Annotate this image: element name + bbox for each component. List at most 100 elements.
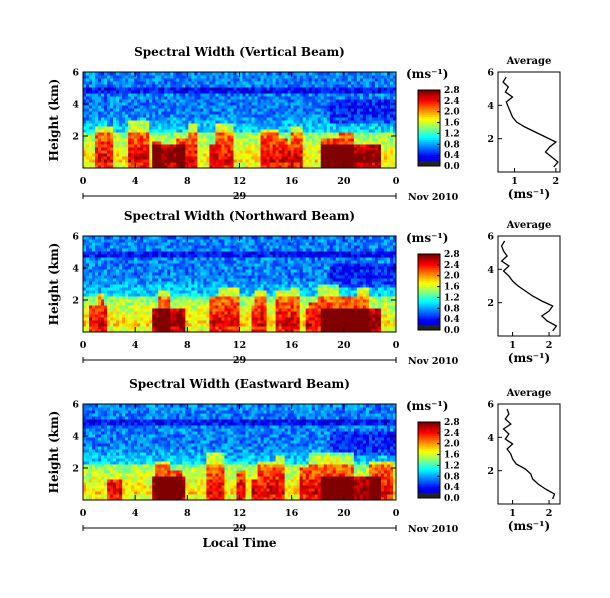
heatmap-cell <box>221 165 225 168</box>
heatmap-cell <box>269 78 274 82</box>
heatmap-cell <box>296 135 301 139</box>
heatmap-cell <box>92 323 96 327</box>
heatmap-cell <box>119 269 123 273</box>
heatmap-cell <box>185 305 189 309</box>
heatmap-cell <box>107 257 111 261</box>
heatmap-cell <box>218 236 222 240</box>
heatmap-cell <box>113 111 117 115</box>
heatmap-cell <box>230 78 234 82</box>
heatmap-cell <box>125 72 129 76</box>
colorbar-swatch <box>418 116 440 119</box>
heatmap-cell <box>347 165 352 168</box>
heatmap-cell <box>353 156 358 160</box>
heatmap-cell <box>86 323 90 327</box>
heatmap-cell <box>173 242 177 246</box>
heatmap-cell <box>287 81 292 85</box>
heatmap-cell <box>125 141 129 145</box>
heatmap-cell <box>152 99 156 103</box>
heatmap-cell <box>335 96 340 100</box>
heatmap-cell <box>110 236 114 240</box>
heatmap-cell <box>296 75 301 79</box>
heatmap-cell <box>353 138 358 142</box>
colorbar-swatch <box>418 137 440 140</box>
heatmap-cell <box>173 90 177 94</box>
heatmap-cell <box>332 159 337 163</box>
heatmap-cell <box>122 84 126 88</box>
heatmap-cell <box>212 120 216 124</box>
heatmap-cell <box>146 132 150 136</box>
heatmap-cell <box>212 329 216 332</box>
heatmap-cell <box>212 84 216 88</box>
heatmap-cell <box>224 156 228 160</box>
heatmap-cell <box>257 144 262 148</box>
heatmap-cell <box>89 96 93 100</box>
heatmap-cell <box>221 278 225 282</box>
heatmap-cell <box>125 236 129 240</box>
heatmap-cell <box>338 135 343 139</box>
heatmap-cell <box>140 269 144 273</box>
heatmap-cell <box>200 126 204 130</box>
heatmap-cell <box>113 266 117 270</box>
heatmap-cell <box>89 162 93 166</box>
heatmap-cell <box>182 257 186 261</box>
heatmap-cell <box>359 93 364 97</box>
heatmap-cell <box>170 278 174 282</box>
heatmap-cell <box>335 99 340 103</box>
heatmap-cell <box>158 129 162 133</box>
heatmap-cell <box>200 72 204 76</box>
heatmap-cell <box>353 159 358 163</box>
heatmap-cell <box>155 108 159 112</box>
heatmap-cell <box>173 72 177 76</box>
heatmap-cell <box>272 81 277 85</box>
heatmap-cell <box>110 78 114 82</box>
heatmap-cell <box>113 84 117 88</box>
heatmap-cell <box>377 162 382 166</box>
heatmap-cell <box>221 251 225 255</box>
heatmap-cell <box>293 114 298 118</box>
heatmap-cell <box>197 129 201 133</box>
heatmap-cell <box>266 144 271 148</box>
heatmap-cell <box>98 144 102 148</box>
heatmap-cell <box>164 147 168 151</box>
heatmap-cell <box>128 120 132 124</box>
heatmap-cell <box>212 72 216 76</box>
heatmap-cell <box>146 290 150 294</box>
heatmap-cell <box>278 96 283 100</box>
heatmap-cell <box>128 123 132 127</box>
heatmap-cell <box>296 129 301 133</box>
heatmap-cell <box>185 147 189 151</box>
heatmap-cell <box>95 299 99 303</box>
heatmap-cell <box>143 153 147 157</box>
heatmap-cell <box>167 296 171 300</box>
heatmap-cell <box>347 105 352 109</box>
heatmap-cell <box>266 120 271 124</box>
heatmap-cell <box>227 156 231 160</box>
heatmap-cell <box>278 147 283 151</box>
heatmap-cell <box>212 284 216 288</box>
heatmap-cell <box>107 93 111 97</box>
heatmap-cell <box>92 141 96 145</box>
heatmap-cell <box>308 93 313 97</box>
heatmap-cell <box>122 260 126 264</box>
heatmap-cell <box>287 150 292 154</box>
heatmap-cell <box>173 102 177 106</box>
heatmap-cell <box>137 144 141 148</box>
heatmap-cell <box>272 144 277 148</box>
heatmap-cell <box>104 275 108 279</box>
heatmap-cell <box>92 129 96 133</box>
heatmap-cell <box>188 263 192 267</box>
heatmap-cell <box>86 123 90 127</box>
heatmap-cell <box>200 239 204 243</box>
heatmap-cell <box>83 251 87 255</box>
heatmap-cell <box>218 311 222 315</box>
heatmap-cell <box>338 153 343 157</box>
heatmap-cell <box>188 162 192 166</box>
heatmap-cell <box>386 84 391 88</box>
heatmap-cell <box>209 248 213 252</box>
heatmap-cell <box>248 135 253 139</box>
heatmap-cell <box>368 114 373 118</box>
x-tick-label: 12 <box>233 176 246 187</box>
heatmap-cell <box>212 239 216 243</box>
heatmap-cell <box>122 287 126 291</box>
heatmap-cell <box>179 314 183 318</box>
